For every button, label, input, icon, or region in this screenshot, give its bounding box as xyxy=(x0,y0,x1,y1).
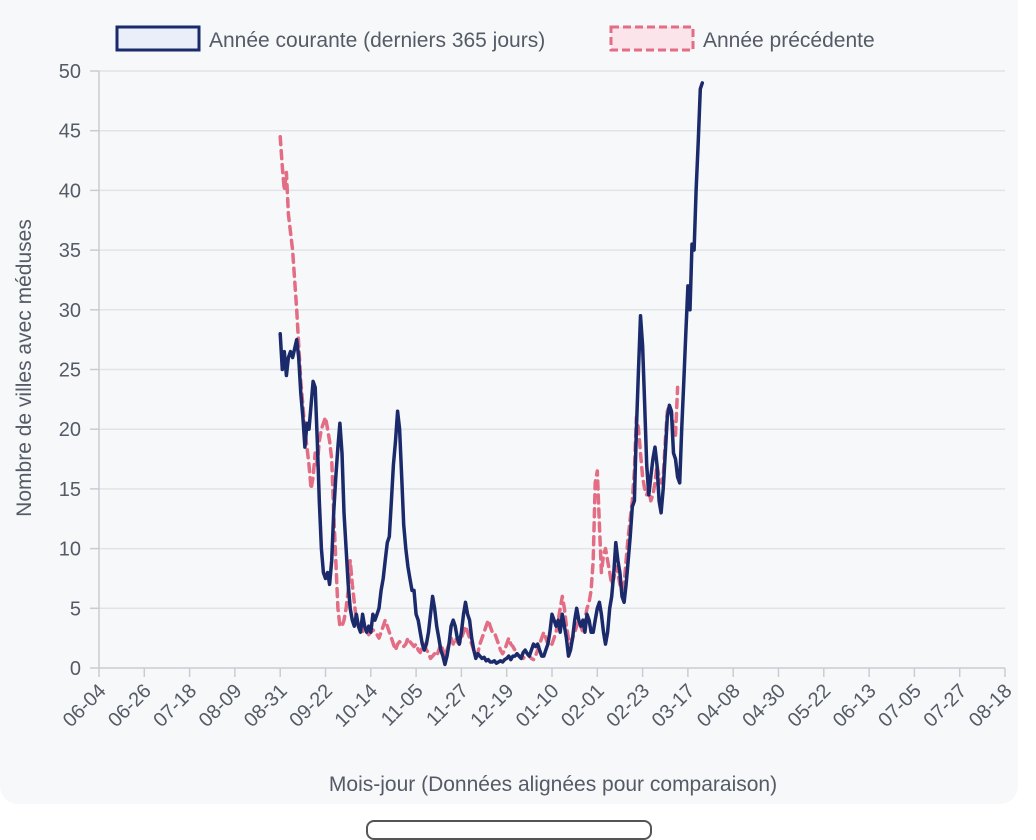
x-tick-label: 07-05 xyxy=(874,680,926,732)
x-tick-label: 06-13 xyxy=(829,680,881,732)
legend-label-previous: Année précédente xyxy=(703,29,875,52)
x-tick-label: 09-22 xyxy=(285,680,337,732)
y-tick-label: 35 xyxy=(59,240,81,262)
grid xyxy=(90,70,1006,677)
x-tick-label: 10-14 xyxy=(331,680,383,732)
y-tick-label: 5 xyxy=(70,598,81,620)
bottom-button[interactable] xyxy=(366,820,652,840)
x-tick-label: 05-22 xyxy=(784,680,836,732)
series-line-previous xyxy=(278,134,680,662)
x-tick-label: 02-23 xyxy=(602,680,654,732)
x-tick-label: 12-19 xyxy=(467,680,519,732)
chart-card: Année courante (derniers 365 jours) Anné… xyxy=(13,25,1017,796)
x-tick-label: 11-05 xyxy=(377,680,428,731)
x-tick-label: 04-30 xyxy=(738,680,790,732)
y-tick-label: 10 xyxy=(59,539,81,561)
x-tick-label: 07-27 xyxy=(920,680,972,732)
x-tick-label: 04-08 xyxy=(693,680,745,732)
y-tick-label: 40 xyxy=(59,180,81,202)
y-tick-label: 50 xyxy=(59,61,81,83)
x-tick-label: 07-18 xyxy=(149,680,201,732)
x-axis-label: Mois-jour (Données alignées pour compara… xyxy=(329,773,777,796)
y-axis-label: Nombre de villes avec méduses xyxy=(13,219,36,517)
x-tick-label: 06-26 xyxy=(104,680,156,732)
x-tick-label: 06-04 xyxy=(59,680,111,732)
legend-swatch-previous xyxy=(609,25,695,52)
y-tick-label: 30 xyxy=(59,300,81,322)
y-tick-label: 15 xyxy=(59,479,81,501)
y-axis-ticks: 0 5 10 15 20 25 30 35 40 45 50 xyxy=(59,61,81,680)
y-tick-label: 20 xyxy=(59,419,81,441)
legend: Année courante (derniers 365 jours) Anné… xyxy=(115,25,875,52)
x-tick-label: 08-09 xyxy=(195,680,247,732)
x-tick-label: 01-10 xyxy=(512,680,564,732)
x-tick-label: 03-17 xyxy=(648,680,700,732)
series-line-current xyxy=(278,81,705,667)
legend-label-current: Année courante (derniers 365 jours) xyxy=(209,29,545,52)
series-lines xyxy=(278,81,705,667)
x-tick-label: 08-18 xyxy=(965,680,1017,732)
line-chart: Année courante (derniers 365 jours) Anné… xyxy=(13,25,1017,796)
x-tick-label: 11-27 xyxy=(422,680,473,731)
x-tick-label: 08-31 xyxy=(240,680,292,732)
legend-swatch-current xyxy=(115,25,201,52)
y-tick-label: 45 xyxy=(59,121,81,143)
x-tick-label: 02-01 xyxy=(557,680,609,732)
y-tick-label: 0 xyxy=(70,658,81,680)
y-tick-label: 25 xyxy=(59,360,81,382)
x-axis-ticks: 06-0406-2607-1808-0908-3109-2210-1411-05… xyxy=(59,680,1017,732)
